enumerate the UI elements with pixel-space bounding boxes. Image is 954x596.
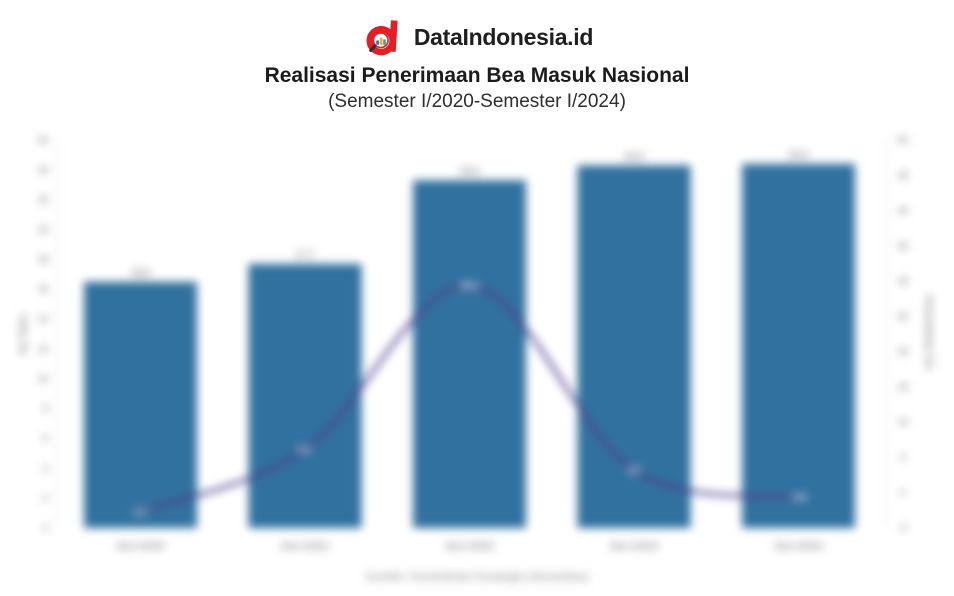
left-axis-tick: 2 <box>43 493 48 503</box>
brand-row: DataIndonesia.id <box>0 17 954 57</box>
left-axis-tick: 10 <box>38 374 48 384</box>
bar-sem-i-2020 <box>84 281 197 528</box>
growth-point-label: 29,4 <box>460 280 479 291</box>
bar-sem-i-2024 <box>742 163 855 528</box>
bar-value-label: 17,7 <box>295 250 315 261</box>
left-axis-tick: 0 <box>43 523 48 533</box>
left-axis-title: Rp Triliun <box>18 314 29 354</box>
page-subtitle: (Semester I/2020-Semester I/2024) <box>328 91 626 112</box>
page-title: Realisasi Penerimaan Bea Masuk Nasional <box>264 64 690 87</box>
right-axis-tick: 10 <box>898 417 908 427</box>
right-axis-tick: 0 <box>900 488 905 498</box>
brand-name: DataIndonesia.id <box>413 23 594 50</box>
right-axis-tick: 30 <box>898 276 908 286</box>
x-axis-label: Sem I/2021 <box>281 541 330 552</box>
bar-value-label: 16,5 <box>131 268 151 279</box>
left-axis-tick: 4 <box>43 463 48 473</box>
dataindonesia-logo-icon <box>366 20 398 56</box>
bar-value-label: 24,4 <box>789 150 809 161</box>
growth-point-label: 3,2 <box>627 465 640 476</box>
right-axis-tick: 5 <box>900 452 905 462</box>
right-axis-tick: 45 <box>898 170 908 180</box>
combo-chart: 2624222018161412108642050454035302520151… <box>18 135 934 583</box>
right-axis-tick: 15 <box>898 382 908 392</box>
bar-value-label: 24,3 <box>624 151 644 162</box>
chart-area: 26 24 22 20 18 16 14 12 10 8 6 4 2 0 50 45 40 35 30 25 20 15 1… <box>0 118 954 596</box>
left-axis-tick: 8 <box>43 404 48 414</box>
right-axis-tick: -5 <box>899 523 907 533</box>
right-axis-tick: 35 <box>898 241 908 251</box>
left-axis-tick: 18 <box>38 254 48 264</box>
left-axis-tick: 24 <box>38 165 48 175</box>
growth-line <box>138 283 801 514</box>
left-axis-tick: 12 <box>38 344 48 354</box>
growth-point-label: -2,7 <box>132 507 148 518</box>
bar-sem-i-2023 <box>577 165 691 528</box>
left-axis-tick: 16 <box>38 284 48 294</box>
right-axis-title: Pertumbuhan (%) <box>923 295 934 369</box>
right-axis-tick: 50 <box>898 135 908 145</box>
left-axis-tick: 14 <box>38 314 48 324</box>
left-axis-tick: 22 <box>38 195 48 205</box>
bar-sem-i-2021 <box>248 263 362 528</box>
right-axis-tick: 20 <box>898 347 908 357</box>
right-axis-tick: 40 <box>898 206 908 216</box>
left-axis-tick: 26 <box>38 135 48 145</box>
bar-value-label: 23,3 <box>460 166 480 177</box>
x-axis-label: Sem I/2024 <box>774 541 823 552</box>
right-axis-tick: 25 <box>898 311 908 321</box>
bar-sem-i-2022 <box>413 180 526 529</box>
left-axis-tick: 20 <box>38 225 48 235</box>
chart-header: DataIndonesia.id Realisasi Penerimaan Be… <box>0 0 954 113</box>
x-axis-label: Sem I/2022 <box>445 541 494 552</box>
source-note: Sumber: Kementerian Keuangan (Kemenkeu) <box>365 571 588 583</box>
growth-point-label: 6,1 <box>298 445 312 456</box>
left-axis-tick: 6 <box>43 433 48 443</box>
x-axis-label: Sem I/2020 <box>116 541 165 552</box>
x-axis-label: Sem I/2023 <box>610 541 659 552</box>
growth-point-label: -0,6 <box>790 492 806 503</box>
